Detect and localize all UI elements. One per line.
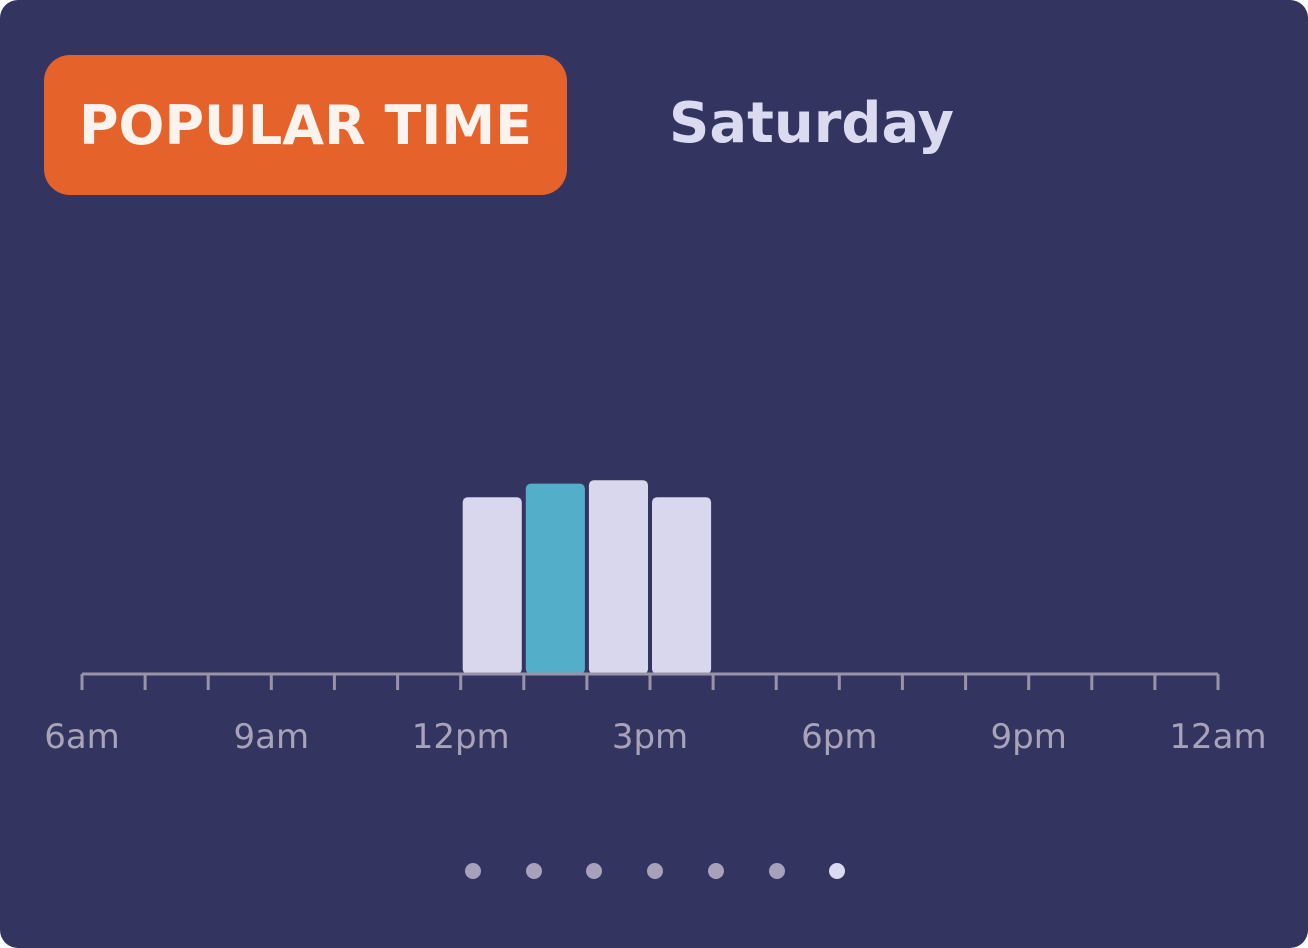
x-axis-labels: 6am 9am 12pm 3pm 6pm 9pm 12am xyxy=(44,717,1266,757)
bar-current-hour[interactable] xyxy=(525,483,585,674)
pagination-dot-active[interactable] xyxy=(829,863,846,879)
pagination-dot[interactable] xyxy=(707,863,724,879)
bars-layer xyxy=(462,480,712,674)
x-tick-label: 9am xyxy=(234,717,310,757)
x-axis xyxy=(80,672,1220,690)
bar-hour[interactable] xyxy=(588,480,648,674)
pagination-dot[interactable] xyxy=(465,863,481,879)
x-tick-label: 6am xyxy=(44,717,120,757)
bar-hour[interactable] xyxy=(462,497,522,674)
x-tick-label: 9pm xyxy=(991,717,1067,757)
badge-label: POPULAR TIME xyxy=(78,93,533,157)
bar-hour[interactable] xyxy=(652,497,712,674)
pagination-dot[interactable] xyxy=(525,863,542,879)
day-label: Saturday xyxy=(669,91,955,156)
x-tick-label: 3pm xyxy=(612,717,688,757)
x-tick-label: 12pm xyxy=(412,717,510,757)
x-tick-label: 12am xyxy=(1169,717,1266,757)
popular-time-badge: POPULAR TIME xyxy=(44,55,567,195)
pagination-dot[interactable] xyxy=(647,863,664,879)
x-tick-label: 6pm xyxy=(801,717,877,757)
pagination-dot[interactable] xyxy=(768,863,785,879)
pagination-dot[interactable] xyxy=(586,863,603,879)
